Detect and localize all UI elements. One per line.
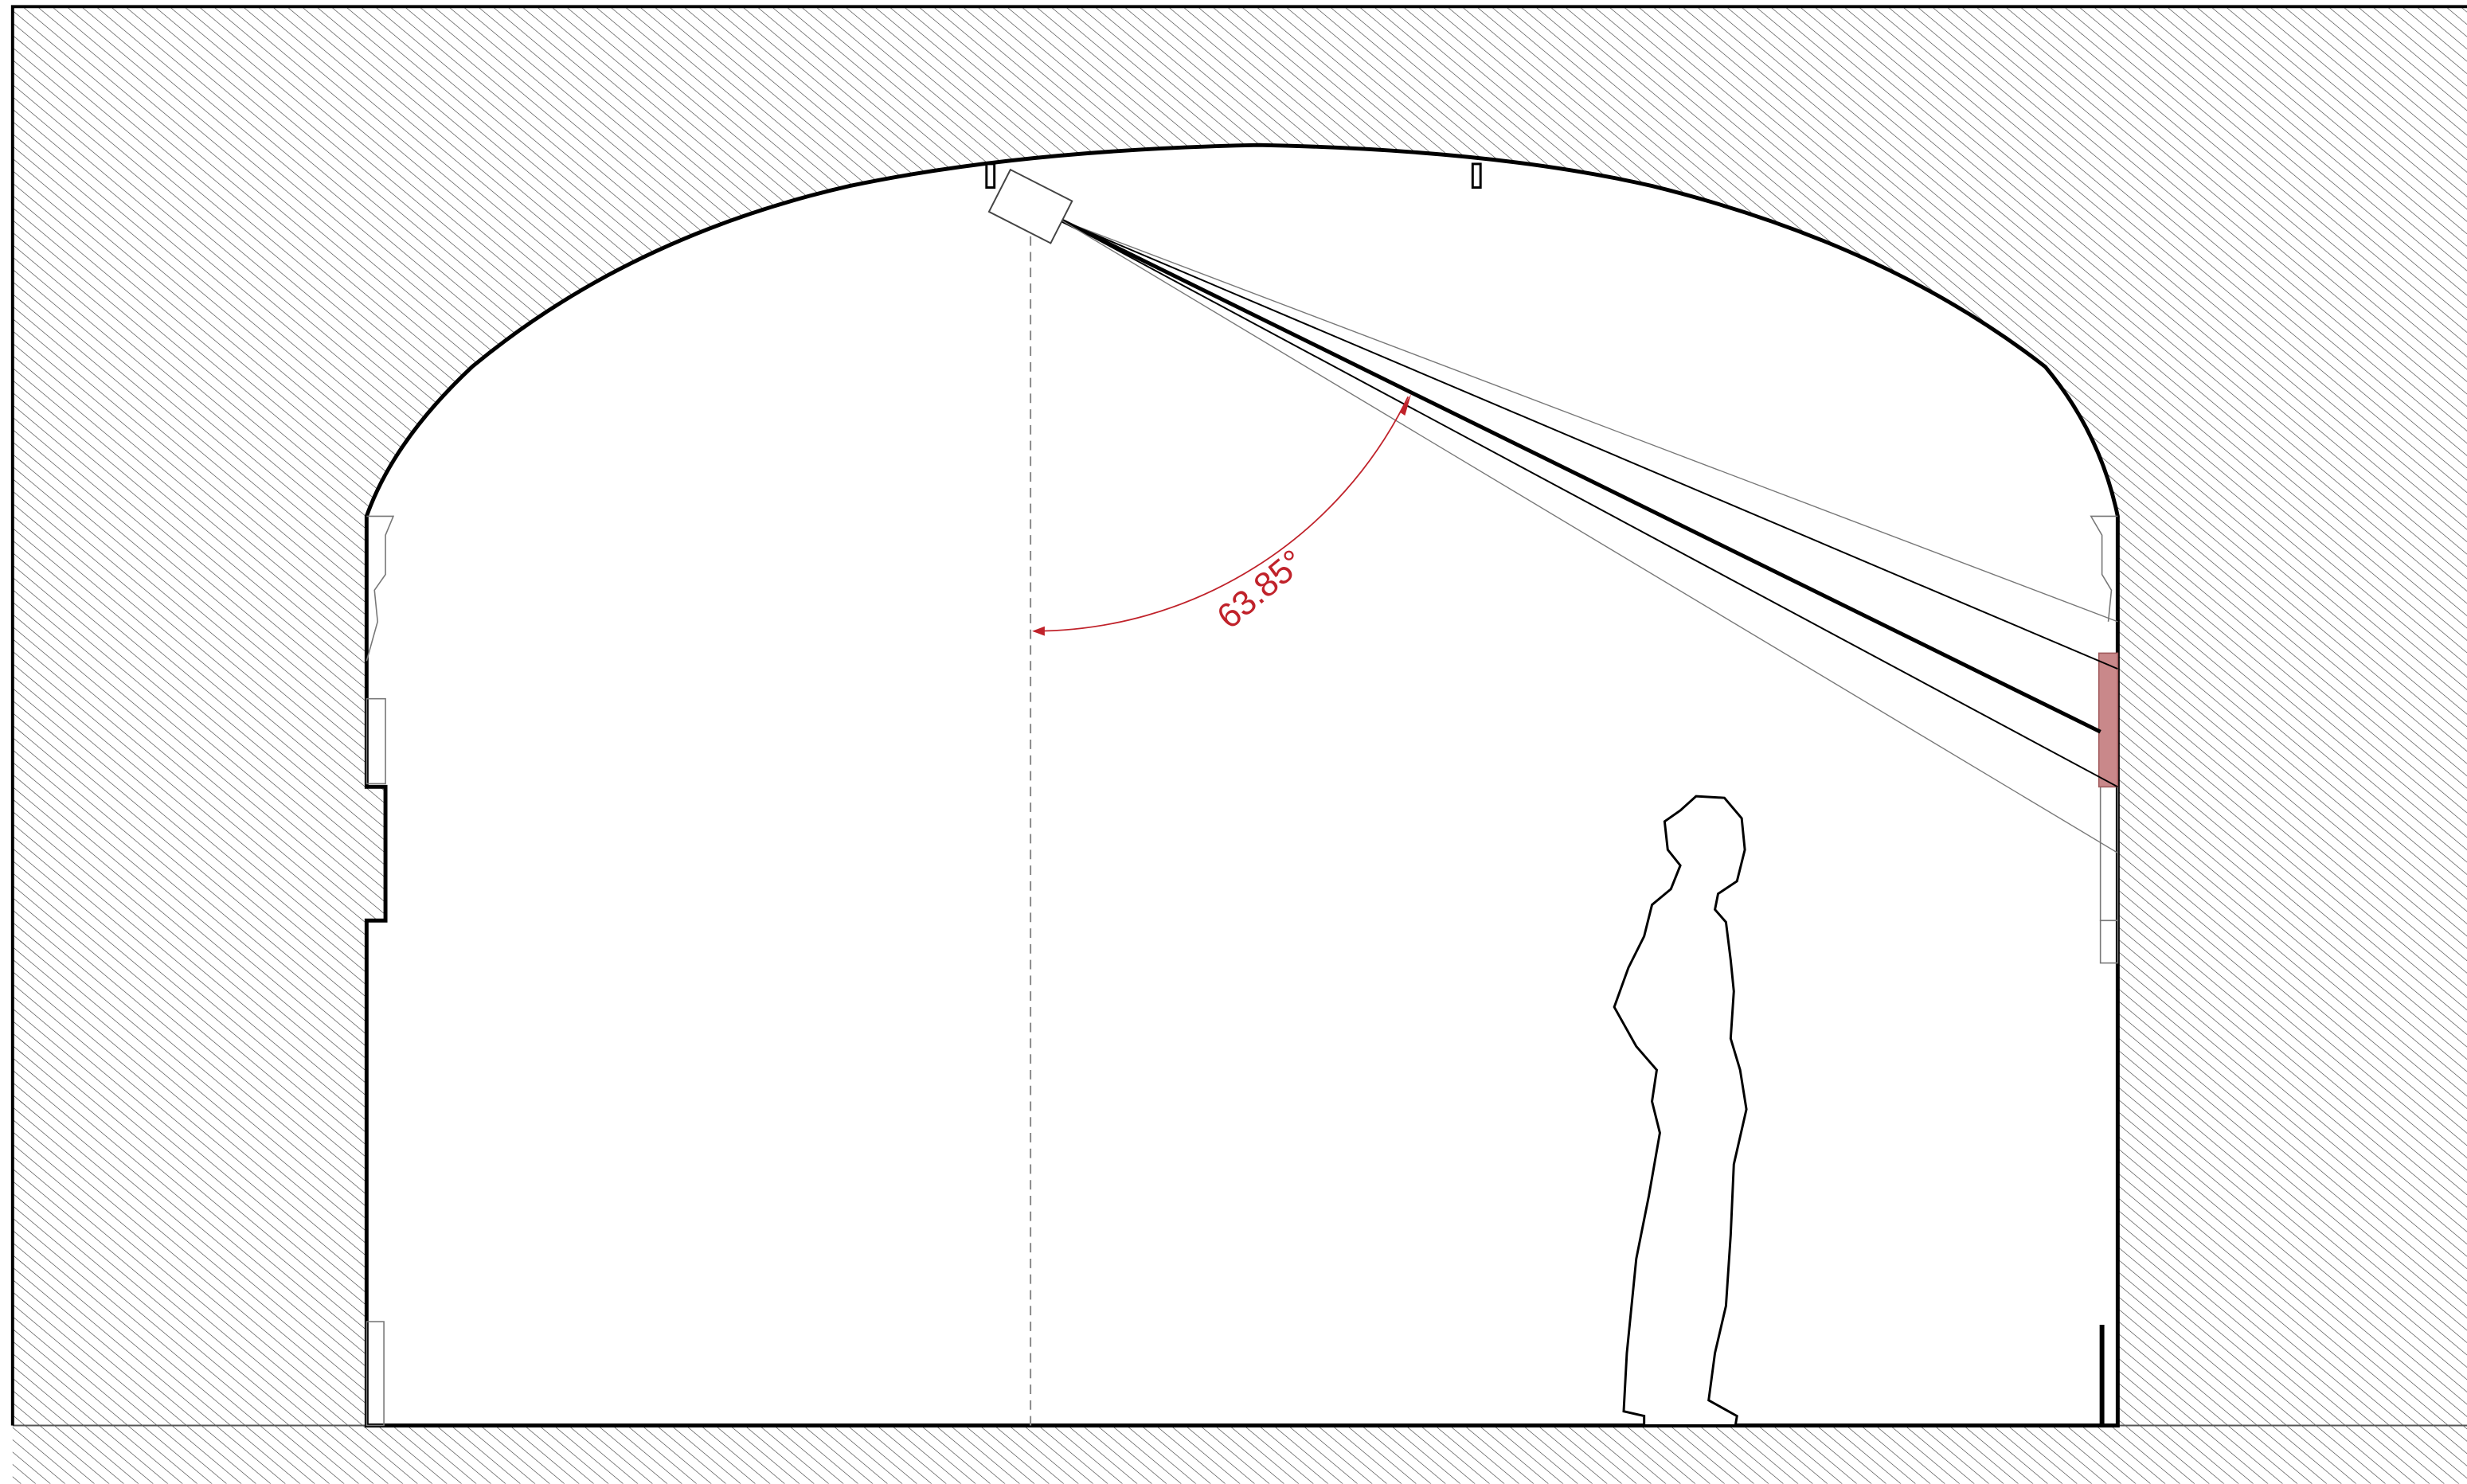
artwork-panel: [2098, 652, 2119, 788]
projector: [987, 168, 1073, 244]
angle-arc: [1032, 396, 1409, 636]
angle-arrow: [1400, 393, 1412, 416]
floor-hatch: [12, 1425, 2467, 1484]
person-silhouette: [1613, 795, 1748, 1427]
wall-details: [366, 515, 2119, 1427]
outer-border: [10, 5, 2467, 1426]
vault-interior: [364, 143, 2120, 1427]
ceiling-hook: [985, 162, 996, 189]
ceiling-hook: [1471, 162, 1482, 189]
light-rays: [1061, 218, 2118, 853]
